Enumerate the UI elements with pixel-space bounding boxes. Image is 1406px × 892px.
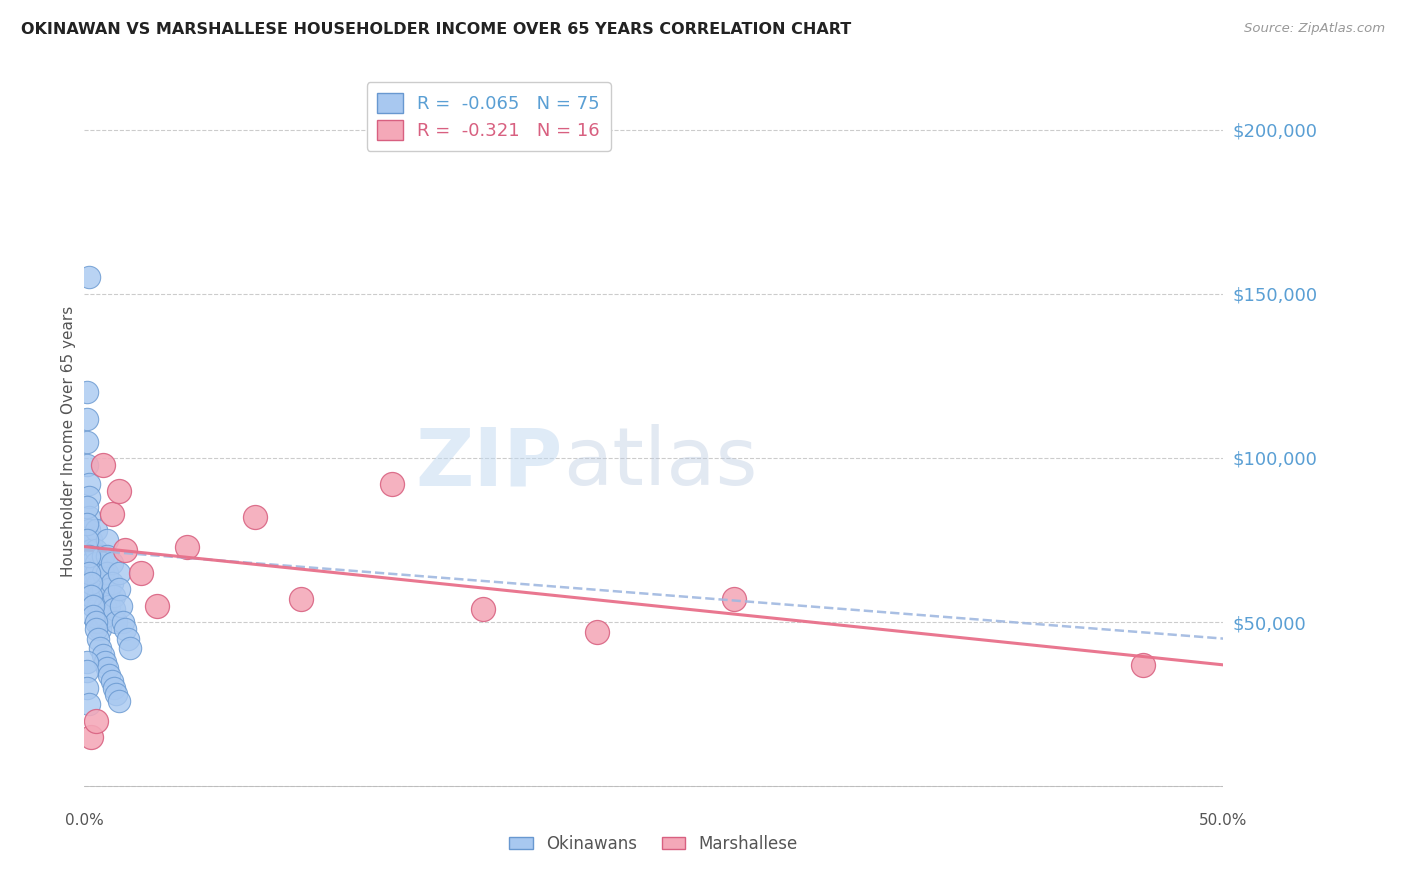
Point (87, 589, 110, 603)
Point (77, 523, 100, 537)
Point (107, 694, 129, 708)
Point (77, 491, 100, 505)
Point (76, 655, 98, 669)
Point (80, 556, 103, 570)
Point (87, 599, 110, 613)
Point (472, 602, 495, 616)
Point (96, 566, 118, 580)
Point (82, 573, 104, 587)
Point (77, 566, 100, 580)
Point (118, 641, 141, 656)
Point (80, 566, 103, 580)
Point (76, 458, 98, 472)
Point (76, 385, 98, 400)
Point (82, 589, 104, 603)
Point (107, 582, 129, 597)
Text: ZIP: ZIP (415, 425, 562, 502)
Point (290, 592, 312, 607)
Point (84, 556, 107, 570)
Point (98, 667, 121, 681)
Point (146, 599, 169, 613)
Point (98, 599, 121, 613)
Point (77, 698, 100, 712)
Point (77, 510, 100, 524)
Point (91, 549, 114, 564)
Point (80, 533, 103, 547)
Point (82, 599, 104, 613)
Point (107, 483, 129, 498)
Point (586, 625, 609, 640)
Point (1132, 657, 1154, 672)
Point (100, 556, 122, 570)
Point (105, 615, 128, 630)
Point (82, 608, 104, 623)
Point (103, 681, 125, 695)
Point (94, 608, 117, 623)
Point (77, 270, 100, 285)
Point (89, 608, 111, 623)
Point (94, 599, 117, 613)
Point (76, 681, 98, 695)
Point (80, 549, 103, 564)
Point (89, 615, 111, 630)
Point (100, 507, 122, 521)
Point (76, 500, 98, 515)
Point (76, 665, 98, 679)
Point (110, 599, 132, 613)
Point (84, 622, 107, 636)
Point (82, 599, 104, 613)
Point (381, 477, 404, 491)
Point (94, 655, 117, 669)
Point (87, 575, 110, 590)
Point (84, 542, 107, 557)
Point (87, 632, 110, 646)
Point (96, 549, 118, 564)
Point (96, 533, 118, 547)
Point (91, 566, 114, 580)
Point (103, 602, 125, 616)
Point (112, 615, 135, 630)
Point (91, 648, 114, 662)
Point (117, 632, 139, 646)
Point (77, 477, 100, 491)
Point (80, 589, 103, 603)
Point (77, 549, 100, 564)
Point (76, 516, 98, 531)
Point (84, 566, 107, 580)
Point (176, 540, 198, 554)
Point (80, 542, 103, 557)
Point (100, 674, 122, 689)
Point (98, 582, 121, 597)
Point (80, 730, 103, 744)
Text: atlas: atlas (562, 425, 756, 502)
Point (723, 592, 745, 607)
Point (91, 582, 114, 597)
Point (245, 510, 267, 524)
Point (103, 589, 125, 603)
Point (82, 582, 104, 597)
Point (84, 714, 107, 728)
Point (76, 434, 98, 449)
Point (96, 661, 118, 675)
Point (100, 575, 122, 590)
Point (114, 542, 136, 557)
Y-axis label: Householder Income Over 65 years: Householder Income Over 65 years (60, 306, 76, 577)
Point (131, 566, 153, 580)
Point (91, 458, 114, 472)
Point (80, 575, 103, 590)
Point (76, 411, 98, 425)
Point (89, 641, 111, 656)
Point (76, 533, 98, 547)
Point (107, 566, 129, 580)
Point (89, 622, 111, 636)
Text: OKINAWAN VS MARSHALLESE HOUSEHOLDER INCOME OVER 65 YEARS CORRELATION CHART: OKINAWAN VS MARSHALLESE HOUSEHOLDER INCO… (21, 22, 852, 37)
Point (84, 523, 107, 537)
Text: Source: ZipAtlas.com: Source: ZipAtlas.com (1244, 22, 1385, 36)
Point (84, 615, 107, 630)
Legend: Okinawans, Marshallese: Okinawans, Marshallese (503, 828, 804, 860)
Point (105, 687, 128, 701)
Point (114, 622, 136, 636)
